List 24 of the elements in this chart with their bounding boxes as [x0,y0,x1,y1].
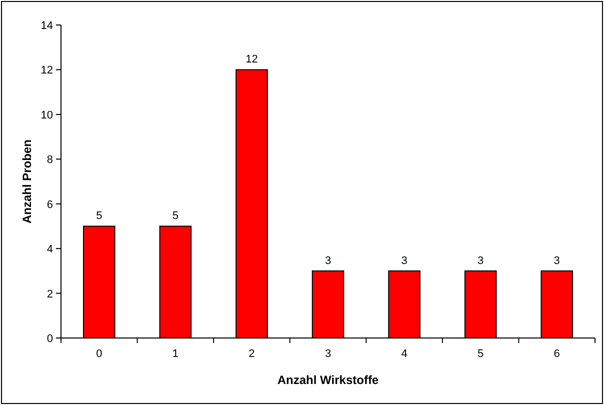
y-tick-label: 4 [46,244,53,256]
y-tick-label: 12 [40,64,53,77]
y-axis-title: Anzahl Proben [20,139,34,224]
x-tick-label: 2 [248,348,255,360]
y-tick-label: 2 [46,288,53,300]
x-axis-title: Anzahl Wirkstoffe [277,373,379,387]
y-tick-label: 0 [46,333,53,345]
y-tick-label: 6 [46,198,53,211]
y-tick-label: 14 [40,20,53,32]
x-tick-label: 3 [324,348,332,360]
data-label: 3 [554,254,560,267]
x-tick-label: 6 [554,348,560,360]
y-tick-label: 10 [40,109,53,122]
x-tick-label: 4 [401,348,408,360]
data-label: 3 [478,254,484,267]
data-label: 12 [246,54,258,66]
data-label: 5 [172,210,178,222]
data-label: 3 [401,254,408,267]
y-tick-label: 8 [46,154,53,166]
data-label: 3 [324,254,332,267]
x-tick-label: 0 [96,348,102,360]
x-tick-label: 5 [478,348,484,360]
x-tick-label: 1 [172,348,178,360]
data-label: 5 [96,210,102,222]
